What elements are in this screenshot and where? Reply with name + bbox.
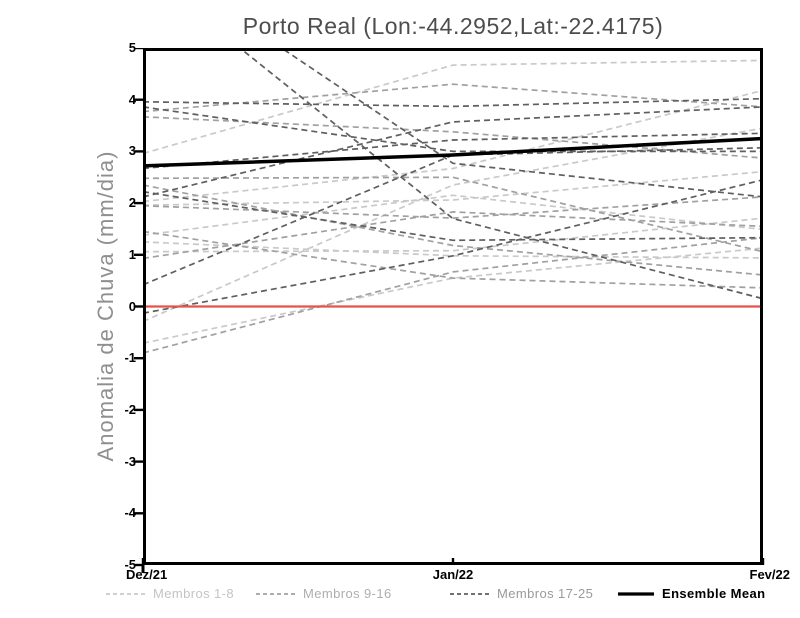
legend-sample-dashed [450, 593, 490, 595]
plot-area [134, 48, 765, 573]
ensemble-member-line [238, 48, 763, 300]
ensemble-member-line [143, 194, 763, 237]
legend-label: Membros 17-25 [497, 586, 594, 601]
x-tick-label-fev22: Fev/22 [749, 567, 790, 582]
legend-label: Membros 1-8 [153, 586, 234, 601]
ensemble-member-line [143, 196, 763, 219]
ensemble-member-line [143, 236, 763, 354]
y-tick-label: -2 [124, 402, 136, 417]
y-tick-label: 5 [128, 40, 136, 55]
y-tick-label: 4 [128, 92, 136, 107]
ensemble-member-line [143, 106, 763, 153]
ensemble-member-line [143, 97, 763, 108]
y-tick-label: 2 [128, 195, 136, 210]
y-tick-label: 0 [128, 299, 136, 314]
ensemble-member-line [143, 127, 763, 323]
ensemble-member-line [143, 59, 763, 155]
ensemble-member-line [143, 217, 763, 253]
legend-sample-dashed [106, 593, 146, 595]
ensemble-member-line [143, 132, 763, 170]
y-tick-label: -5 [124, 557, 136, 572]
chart-title: Porto Real (Lon:-44.2952,Lat:-22.4175) [242, 13, 664, 39]
ensemble-member-line [143, 146, 763, 286]
y-tick-label: 1 [128, 247, 136, 262]
legend-label: Ensemble Mean [662, 586, 766, 601]
legend-sample-dashed [256, 593, 296, 595]
y-tick-label: -4 [124, 505, 136, 520]
legend-sample-solid [618, 592, 654, 596]
legend-label: Membros 9-16 [303, 586, 392, 601]
ensemble-member-line [143, 184, 763, 276]
ensemble-member-line [143, 83, 763, 113]
x-tick-label-dez21: Dez/21 [126, 567, 168, 582]
ensemble-member-line [143, 176, 763, 253]
ensemble-member-line [143, 89, 763, 203]
ensemble-member-line [279, 48, 763, 198]
ensemble-member-line [143, 106, 763, 198]
ensemble-member-line [143, 230, 763, 289]
ensemble-member-line [143, 247, 763, 345]
y-tick-label: -3 [124, 454, 136, 469]
x-tick-label-jan22: Jan/22 [432, 567, 474, 582]
ensemble-member-line [143, 211, 763, 260]
ensemble-member-line [143, 170, 763, 207]
ensemble-member-line [143, 178, 763, 315]
ensemble-mean-line [143, 136, 763, 168]
y-tick-label: -1 [124, 350, 136, 365]
ensemble-member-line [143, 190, 763, 242]
y-tick-label: 3 [128, 143, 136, 158]
